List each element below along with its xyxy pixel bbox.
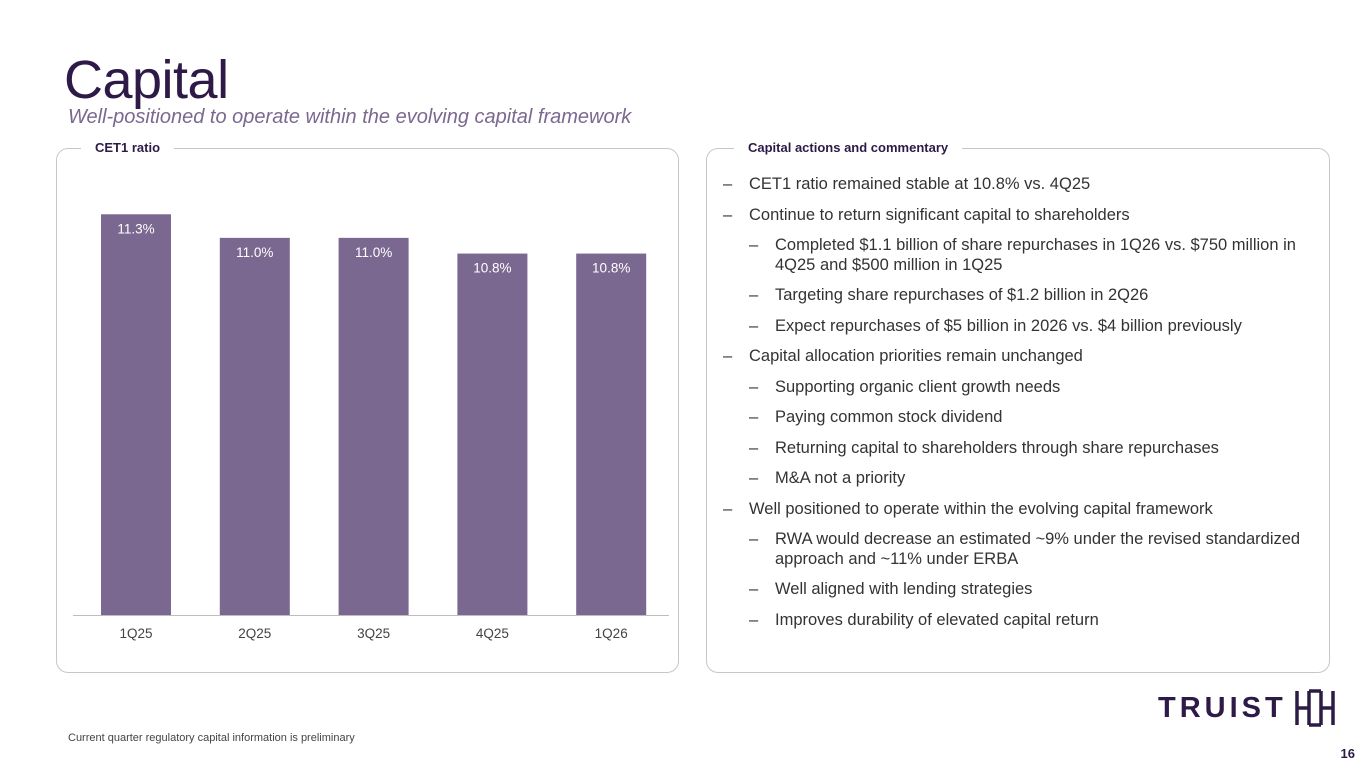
bullet-dash-icon: –	[723, 175, 733, 193]
commentary-bullet-level2: – Expect repurchases of $5 billion in 202…	[723, 317, 1313, 337]
commentary-bullet-level2: – Paying common stock dividend	[723, 408, 1313, 428]
bullet-text: Targeting share repurchases of $1.2 bill…	[775, 286, 1149, 304]
bullet-text: Paying common stock dividend	[775, 408, 1003, 426]
bar-4Q25	[457, 253, 528, 616]
commentary-list: – CET1 ratio remained stable at 10.8% vs.…	[723, 175, 1313, 641]
x-tick-label-1Q25: 1Q25	[119, 626, 152, 641]
bullet-text: Expect repurchases of $5 billion in 2026…	[775, 316, 1242, 335]
bullet-dash-icon: –	[723, 347, 733, 365]
bullet-dash-icon: –	[723, 499, 733, 518]
data-label-1Q25: 11.3%	[117, 221, 154, 236]
capital-actions-label: Capital actions and commentary	[734, 140, 963, 156]
bullet-text: Well aligned with lending strategies	[775, 580, 1033, 598]
x-tick-label-2Q25: 2Q25	[238, 626, 271, 641]
commentary-bullet-level1: – Well positioned to operate within the e…	[723, 500, 1313, 520]
commentary-bullet-level2: – Completed $1.1 billion of share repurch…	[723, 236, 1313, 275]
commentary-bullet-level2: – RWA would decrease an estimated ~9% und…	[723, 530, 1313, 569]
bullet-dash-icon: –	[749, 408, 759, 426]
bullet-text: M&A not a priority	[775, 469, 906, 487]
page-title: Capital	[64, 50, 229, 110]
commentary-bullet-level1: – Continue to return significant capital …	[723, 206, 1313, 226]
cet1-panel-label: CET1 ratio	[81, 140, 175, 156]
footnote: Current quarter regulatory capital infor…	[68, 732, 355, 744]
commentary-bullet-level2: – Improves durability of elevated capital…	[723, 611, 1313, 631]
bar-3Q25	[338, 237, 409, 615]
bar-2Q25	[219, 237, 290, 615]
commentary-bullet-level2: – Supporting organic client growth needs	[723, 378, 1313, 398]
x-tick-label-4Q25: 4Q25	[476, 626, 509, 641]
bullet-dash-icon: –	[749, 610, 759, 629]
commentary-bullet-level2: – M&A not a priority	[723, 469, 1313, 489]
data-label-4Q25: 10.8%	[473, 261, 511, 276]
bullet-text: Well positioned to operate within the ev…	[749, 499, 1213, 518]
page-number: 16	[1340, 746, 1355, 761]
capital-actions-panel: Capital actions and commentary – CET1 rat…	[706, 140, 1330, 673]
x-tick-label-1Q26: 1Q26	[595, 626, 628, 641]
bullet-dash-icon: –	[749, 438, 759, 457]
cet1-ratio-panel: 11.3% 1Q25 11.0% 2Q25 11.0% 3Q25 10.8% 4Q25 10.8…	[56, 140, 679, 673]
logo-text: TRUIST	[1158, 692, 1287, 724]
bullet-text: Returning capital to shareholders throug…	[775, 438, 1219, 457]
bullet-text: Supporting organic client growth needs	[775, 377, 1061, 396]
bullet-text: Continue to return significant capital t…	[749, 205, 1130, 224]
bullet-dash-icon: –	[749, 316, 759, 335]
bullet-text: RWA would decrease an estimated ~9% unde…	[775, 530, 1301, 568]
commentary-bullet-level2: – Returning capital to shareholders throu…	[723, 439, 1313, 459]
cet1-bar-chart: 11.3% 1Q25 11.0% 2Q25 11.0% 3Q25 10.8% 4Q25 10.8…	[73, 214, 669, 641]
data-label-1Q26: 10.8%	[592, 261, 630, 276]
bullet-dash-icon: –	[749, 469, 759, 487]
bullet-text: CET1 ratio remained stable at 10.8% vs. …	[749, 175, 1091, 193]
commentary-bullet-level2: – Targeting share repurchases of $1.2 bil…	[723, 286, 1313, 306]
bullet-text: Improves durability of elevated capital …	[775, 610, 1099, 629]
x-tick-label-3Q25: 3Q25	[357, 626, 390, 641]
bullet-dash-icon: –	[749, 580, 759, 598]
truist-logo-mark-icon	[1294, 689, 1335, 727]
commentary-bullet-level2: – Well aligned with lending strategies	[723, 580, 1313, 600]
bullet-dash-icon: –	[749, 236, 759, 254]
commentary-bullet-level1: – Capital allocation priorities remain un…	[723, 347, 1313, 367]
bullet-dash-icon: –	[749, 286, 759, 304]
truist-logo: TRUIST	[1158, 688, 1337, 728]
data-label-3Q25: 11.0%	[355, 245, 392, 260]
page-subtitle: Well-positioned to operate within the ev…	[68, 106, 632, 128]
bullet-dash-icon: –	[723, 205, 733, 224]
bar-1Q26	[576, 253, 647, 616]
data-label-2Q25: 11.0%	[236, 245, 273, 260]
bullet-dash-icon: –	[749, 530, 759, 548]
bullet-text: Completed $1.1 billion of share repurcha…	[775, 236, 1296, 274]
bar-1Q25	[101, 214, 171, 615]
bullet-dash-icon: –	[749, 377, 759, 396]
commentary-bullet-level1: – CET1 ratio remained stable at 10.8% vs.…	[723, 175, 1313, 195]
bullet-text: Capital allocation priorities remain unc…	[749, 347, 1083, 365]
